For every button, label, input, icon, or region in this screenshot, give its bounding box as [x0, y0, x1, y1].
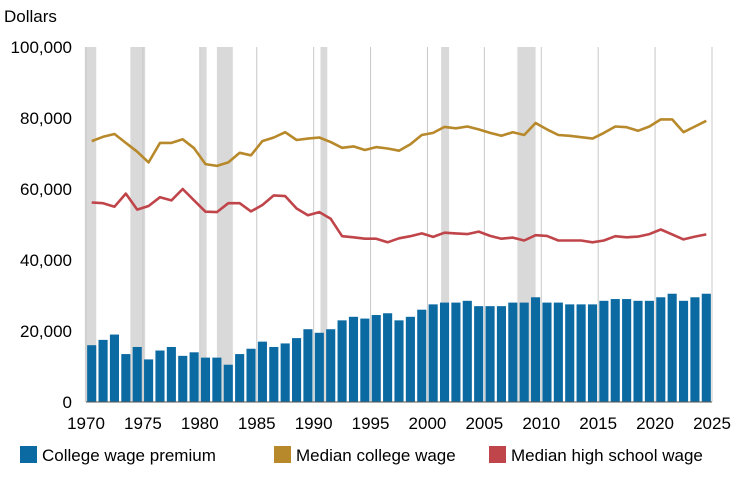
bar-2010 [542, 302, 552, 402]
recession-band-3 [216, 47, 233, 402]
bar-2017 [622, 299, 632, 402]
bar-1978 [178, 355, 188, 402]
bar-1980 [200, 357, 211, 402]
bar-1987 [280, 343, 290, 402]
x-tick-label: 2000 [409, 414, 447, 433]
bar-1991 [326, 329, 336, 402]
x-tick-label: 1990 [295, 414, 333, 433]
y-unit-label: Dollars [4, 7, 57, 26]
bar-2005 [485, 306, 495, 402]
y-tick-label: 0 [63, 393, 72, 412]
bar-1999 [417, 309, 427, 402]
x-tick-label: 2010 [522, 414, 560, 433]
bar-2003 [462, 300, 472, 402]
bar-1986 [269, 346, 279, 402]
legend-label-2: Median high school wage [511, 446, 703, 465]
bar-2018 [633, 300, 643, 402]
bar-1972 [109, 334, 120, 402]
bar-2011 [553, 302, 563, 402]
recession-band-0 [84, 47, 97, 402]
x-tick-label: 2020 [636, 414, 674, 433]
bar-1998 [405, 316, 415, 402]
bar-1988 [292, 338, 302, 402]
bar-1994 [360, 318, 370, 402]
y-tick-label: 60,000 [20, 180, 72, 199]
legend: College wage premium Median college wage M… [20, 446, 703, 465]
bar-2020 [656, 297, 666, 402]
bar-1976 [155, 350, 165, 402]
bar-1979 [189, 352, 199, 402]
bar-1993 [348, 316, 359, 402]
bar-2021 [667, 293, 677, 402]
bar-1996 [383, 313, 393, 402]
x-tick-label: 1970 [67, 414, 105, 433]
recession-band-4 [320, 47, 328, 402]
x-tick-label: 1975 [124, 414, 162, 433]
line-series [91, 118, 707, 244]
bar-2002 [451, 302, 461, 402]
bar-2008 [519, 302, 529, 402]
bar-1992 [337, 320, 347, 402]
bar-2023 [690, 297, 700, 402]
recession-band-1 [130, 47, 146, 402]
bar-1995 [371, 315, 381, 402]
x-tick-label: 2025 [693, 414, 731, 433]
bar-1990 [314, 332, 324, 402]
x-tick-label: 1985 [238, 414, 276, 433]
bar-2022 [678, 300, 689, 402]
bar-1989 [303, 329, 313, 402]
line-series-1 [91, 187, 707, 244]
bar-2004 [474, 306, 484, 402]
bar-1975 [144, 359, 154, 402]
bar-1970 [87, 345, 97, 402]
x-tick-label: 1980 [181, 414, 219, 433]
bar-1974 [132, 346, 142, 402]
y-tick-label: 40,000 [20, 251, 72, 270]
bar-1982 [223, 364, 233, 402]
y-tick-label: 80,000 [20, 109, 72, 128]
recession-band-2 [199, 47, 207, 402]
bar-1985 [257, 341, 267, 402]
y-tick-label: 20,000 [20, 322, 72, 341]
y-tick-label: 100,000 [11, 38, 72, 57]
bar-2016 [610, 299, 620, 402]
recession-band-5 [441, 47, 450, 402]
bar-2014 [587, 304, 598, 402]
vertical-gridlines [85, 47, 713, 402]
bar-series [87, 293, 711, 402]
y-tick-labels: 0 20,000 40,000 60,000 80,000 100,000 [11, 38, 72, 412]
x-tick-label: 2015 [579, 414, 617, 433]
legend-swatch-2 [489, 446, 506, 463]
x-tick-labels: 1970 1975 1980 1985 1990 1995 2000 2005 2010 2015… [67, 414, 731, 433]
bar-1983 [235, 354, 245, 402]
legend-label-0: College wage premium [42, 446, 216, 465]
bar-2019 [644, 300, 654, 402]
bar-2015 [599, 300, 609, 402]
x-tick-label: 1995 [352, 414, 390, 433]
bar-2001 [439, 302, 450, 402]
legend-swatch-0 [20, 446, 37, 463]
bar-1973 [121, 354, 131, 402]
line-series-0 [91, 118, 707, 168]
bar-1981 [212, 357, 222, 402]
legend-label-1: Median college wage [296, 446, 456, 465]
bar-2000 [428, 304, 438, 402]
bar-2006 [496, 306, 506, 402]
bar-1997 [394, 320, 404, 402]
bar-2024 [701, 293, 711, 402]
x-tick-label: 2005 [465, 414, 503, 433]
bar-2007 [508, 302, 518, 402]
bar-1984 [246, 348, 256, 402]
bar-1971 [98, 339, 108, 402]
legend-swatch-1 [274, 446, 291, 463]
bar-1977 [166, 346, 176, 402]
bar-2012 [565, 304, 575, 402]
bar-2013 [576, 304, 586, 402]
bar-2009 [531, 297, 541, 402]
